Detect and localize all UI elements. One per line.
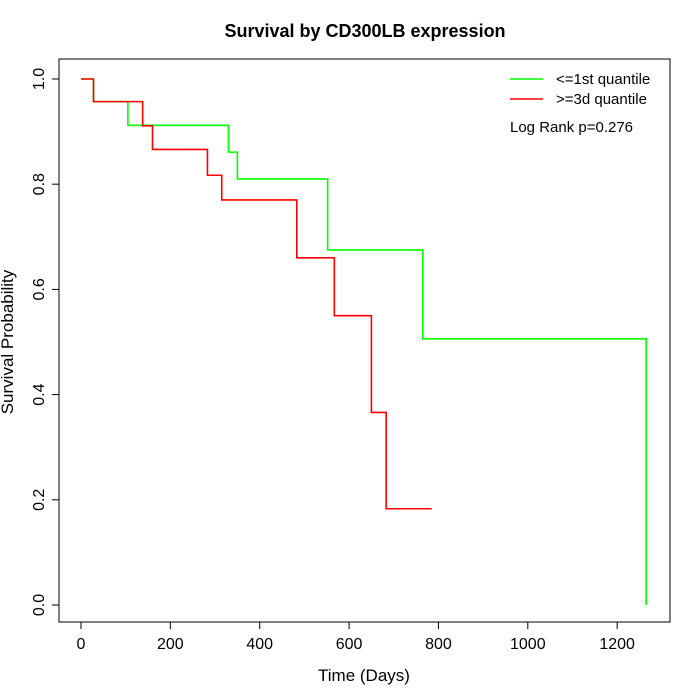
- x-tick-label: 800: [425, 636, 452, 653]
- y-tick-label: 1.0: [31, 68, 48, 90]
- x-axis-label: Time (Days): [318, 666, 410, 685]
- x-tick-label: 200: [157, 636, 184, 653]
- x-tick-label: 600: [336, 636, 363, 653]
- x-tick-label: 400: [246, 636, 273, 653]
- y-tick-label: 0.2: [31, 489, 48, 511]
- legend-label: >=3d quantile: [556, 91, 647, 108]
- survival-curve-high: [81, 78, 432, 510]
- x-axis: 0 200 400 600 800 1000 1200: [77, 621, 635, 653]
- y-axis-label: Survival Probability: [0, 269, 17, 414]
- legend: <=1st quantile >=3d quantile: [510, 71, 650, 108]
- x-tick-label: 0: [77, 636, 86, 653]
- x-tick-label: 1200: [599, 636, 635, 653]
- y-tick-label: 0.0: [31, 594, 48, 616]
- survival-curve-low: [81, 78, 648, 605]
- legend-label: <=1st quantile: [556, 71, 650, 88]
- y-tick-label: 0.6: [31, 278, 48, 300]
- chart-title: Survival by CD300LB expression: [224, 21, 505, 41]
- y-axis: 0.0 0.2 0.4 0.6 0.8 1.0: [31, 68, 60, 616]
- log-rank-annotation: Log Rank p=0.276: [510, 119, 633, 136]
- y-tick-label: 0.4: [31, 383, 48, 405]
- x-tick-label: 1000: [510, 636, 546, 653]
- y-tick-label: 0.8: [31, 173, 48, 195]
- series-group: [81, 78, 648, 605]
- plot-frame: [58, 58, 671, 623]
